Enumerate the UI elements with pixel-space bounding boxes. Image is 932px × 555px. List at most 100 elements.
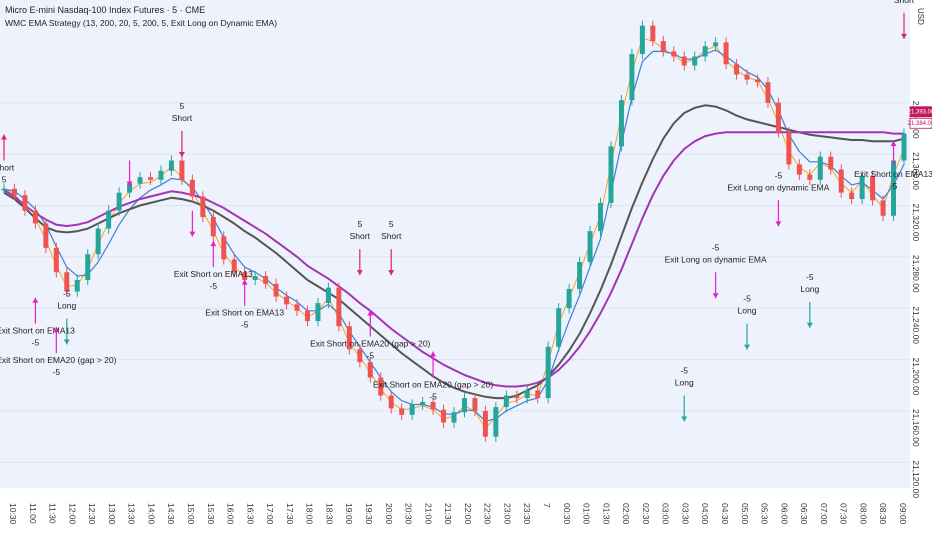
signal-label: Exit Short on EMA13 (174, 269, 253, 279)
candle-body (524, 390, 530, 399)
price-tick-label: 21,360.00 (911, 152, 921, 190)
candle-body (64, 272, 70, 292)
price-tick-label: 21,120.00 (911, 460, 921, 498)
price-tick-label: 21,160.00 (911, 409, 921, 447)
candle-body (880, 200, 886, 216)
signal-qty: -5 (806, 272, 814, 282)
signal-label: Exit Short on EMA13 (854, 169, 932, 179)
candle-body (618, 100, 624, 147)
signal-label: Exit Long on dynamic EMA (727, 182, 829, 192)
signal-arrow-head (890, 140, 897, 146)
signal-qty: 5 (389, 219, 394, 229)
signal-label: Long (800, 284, 819, 294)
time-tick-label: 04:30 (720, 503, 730, 525)
series-ema-200-dynamic (3, 131, 904, 388)
candle-body (409, 404, 415, 415)
candle-body (210, 217, 216, 237)
signal-arrow-head (178, 151, 185, 157)
candle-body (263, 276, 269, 284)
signal-qty: 5 (180, 101, 185, 111)
signal-arrow-head (681, 416, 688, 422)
time-tick-label: 17:30 (285, 503, 295, 525)
signal-arrow-head (901, 33, 907, 39)
signal-arrow-head (806, 322, 813, 328)
signal-arrow-head (241, 279, 248, 285)
time-tick-label: 20:00 (384, 503, 394, 525)
candle-body (535, 390, 541, 399)
candle-body (158, 170, 164, 180)
candle-body (838, 169, 844, 193)
signal-qty: -5 (210, 281, 218, 291)
candle-body (85, 254, 91, 280)
candle-body (608, 146, 614, 203)
time-tick-label: 11:30 (48, 503, 58, 524)
candle-body (367, 362, 373, 378)
candle-body (660, 41, 666, 52)
signal-label: Short (172, 113, 193, 123)
candle-body (346, 326, 352, 350)
time-axis[interactable]: 10:30 11:00 11:30 12:00 12:30 13:00 13:30 14:00… (8, 503, 908, 525)
candle-body (388, 395, 394, 409)
candle-body (116, 192, 122, 211)
candle-body (106, 210, 112, 229)
candle-body (556, 308, 562, 347)
time-axis-panel (0, 488, 932, 550)
price-tick-label: 21,280.00 (911, 255, 921, 293)
axis-panel (910, 0, 932, 550)
candle-body (493, 407, 499, 437)
time-tick-label: 03:00 (661, 503, 671, 525)
time-tick-label: 05:00 (740, 503, 750, 525)
candle-body (482, 410, 488, 437)
candle-body (901, 133, 907, 161)
candle-body (828, 156, 834, 170)
symbol-title: Micro E-mini Nasdaq-100 Index Futures · … (5, 5, 205, 15)
candle-body (849, 192, 855, 200)
time-tick-label: 09:00 (898, 503, 908, 525)
candle-body (74, 279, 80, 292)
time-tick-label: 11:00 (28, 503, 38, 524)
signal-arrow-head (1, 134, 7, 140)
signal-qty: 5 (357, 219, 362, 229)
currency-label: USD (916, 8, 925, 25)
candle-body (514, 395, 520, 399)
time-tick-label: 13:30 (127, 503, 137, 525)
candle-body (294, 304, 300, 311)
candle-body (221, 236, 227, 260)
signal-label: Short (381, 231, 402, 241)
signal-label: Short (0, 163, 15, 173)
signal-label: Exit Long on dynamic EMA (665, 254, 767, 264)
candle-body (765, 82, 771, 103)
signal-qty: -5 (890, 181, 898, 191)
price-tick-label: 21,320.00 (911, 203, 921, 241)
signal-arrow-head (210, 241, 217, 247)
time-tick-label: 19:30 (364, 503, 374, 525)
signal-arrow-head (63, 339, 70, 345)
time-tick-label: 16:30 (245, 503, 255, 525)
price-tick-label: 21,240.00 (911, 306, 921, 344)
candle-body (95, 228, 101, 255)
candles (1, 20, 907, 442)
time-tick-label: 00:30 (562, 503, 572, 525)
signal-arrow-head (367, 310, 374, 316)
signal-label: Exit Short on EMA20 (gap > 20) (310, 338, 430, 348)
signal-qty: -5 (712, 242, 720, 252)
candle-body (891, 160, 897, 216)
last-price-label: 21,393.00 (908, 109, 932, 115)
time-tick-label: 03:30 (680, 503, 690, 525)
price-axis[interactable]: 21,400.0021,360.0021,320.0021,280.0021,2… (908, 101, 932, 499)
candle-body (786, 132, 792, 165)
signal-arrow-head (189, 231, 196, 237)
candle-body (587, 231, 593, 262)
candle-body (378, 377, 384, 396)
time-tick-label: 14:00 (146, 503, 156, 525)
grid (0, 102, 910, 463)
candle-body (775, 102, 781, 133)
time-tick-label: 13:00 (107, 503, 117, 525)
candle-body (53, 247, 59, 273)
candle-body (420, 401, 426, 405)
candle-body (357, 349, 363, 363)
signal-label: Exit Short on EMA20 (gap > 20) (0, 355, 117, 365)
time-tick-label: 01:30 (601, 503, 611, 525)
